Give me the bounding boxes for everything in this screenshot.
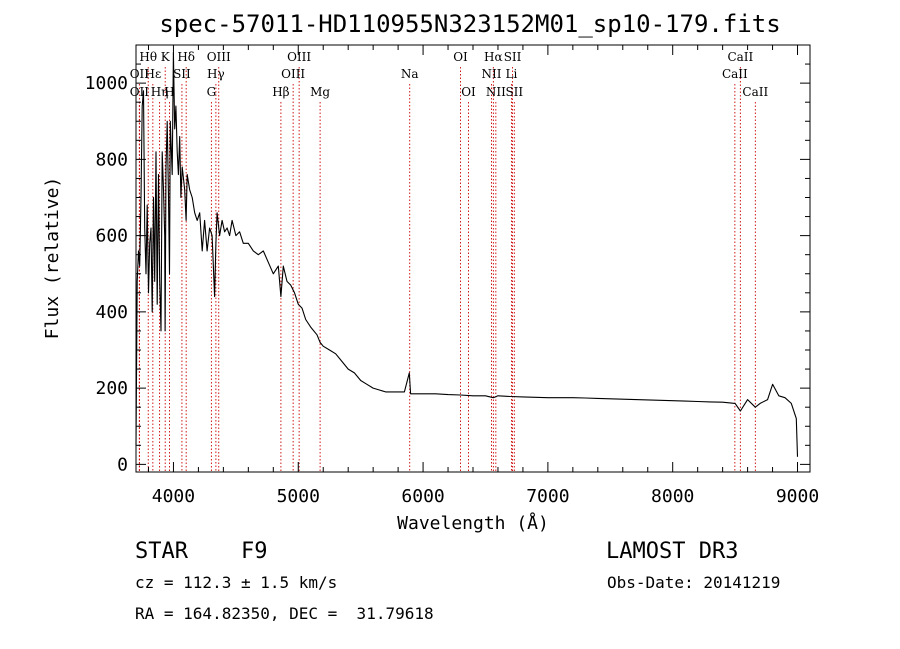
line-label-8: SII (173, 67, 191, 81)
y-axis-label: Flux (relative) (42, 177, 63, 340)
x-tick-label-0: 4000 (152, 486, 195, 507)
y-tick-label-3: 600 (95, 226, 128, 247)
line-label-20: NII (481, 67, 501, 81)
line-label-2: OII (130, 85, 150, 99)
line-label-9: OIII (207, 50, 231, 64)
line-label-22: SII (504, 50, 522, 64)
line-label-14: OIII (281, 67, 305, 81)
line-label-16: Na (401, 67, 419, 81)
line-label-12: Hβ (272, 85, 289, 99)
line-label-15: Mg (310, 85, 330, 99)
line-label-13: OIII (287, 50, 311, 64)
line-label-10: Hγ (207, 67, 225, 81)
line-label-4: Hη (151, 85, 169, 99)
series-line-flux (135, 52, 799, 457)
x-axis-label: Wavelength (Å) (397, 512, 549, 534)
line-label-19: Hα (484, 50, 503, 64)
x-tick-label-2: 6000 (401, 486, 444, 507)
line-label-27: CaII (742, 85, 768, 99)
y-tick-label-4: 800 (95, 149, 128, 170)
line-label-26: CaII (722, 67, 748, 81)
y-tick-label-0: 0 (117, 454, 128, 475)
spectral-subclass: F9 (241, 539, 268, 564)
x-tick-label-4: 8000 (651, 486, 694, 507)
plot-frame (135, 44, 811, 473)
line-label-21: NII (486, 85, 506, 99)
x-tick-label-3: 7000 (526, 486, 569, 507)
line-label-17: OI (453, 50, 468, 64)
survey-label: LAMOST DR3 (606, 539, 739, 564)
line-label-5: K (161, 50, 171, 64)
x-tick-label-1: 5000 (277, 486, 320, 507)
coordinates: RA = 164.82350, DEC = 31.79618 (135, 604, 434, 623)
line-label-1: OII (130, 67, 150, 81)
chart-title: spec-57011-HD110955N323152M01_sp10-179.f… (159, 10, 780, 38)
object-class: STAR (135, 539, 188, 564)
line-label-3: Hε (145, 67, 162, 81)
y-tick-label-5: 1000 (85, 73, 128, 94)
line-label-11: G (207, 85, 217, 99)
obs-date: Obs-Date: 20141219 (607, 573, 781, 592)
y-tick-label-1: 200 (95, 378, 128, 399)
line-label-23: Li (506, 67, 518, 81)
axes: 4000 5000 6000 7000 8000 9000 0 200 400 600 800 100… (85, 45, 819, 507)
line-label-6: H (164, 85, 174, 99)
line-label-18: OI (461, 85, 476, 99)
redshift-text: cz = 112.3 ± 1.5 km/s (135, 573, 338, 592)
line-label-25: CaII (727, 50, 753, 64)
y-tick-label-2: 400 (95, 302, 128, 323)
x-tick-label-5: 9000 (776, 486, 819, 507)
plot-data (135, 52, 799, 457)
line-label-24: SII (505, 85, 523, 99)
line-label-7: Hδ (177, 50, 195, 64)
line-label-0: Hθ (139, 50, 157, 64)
